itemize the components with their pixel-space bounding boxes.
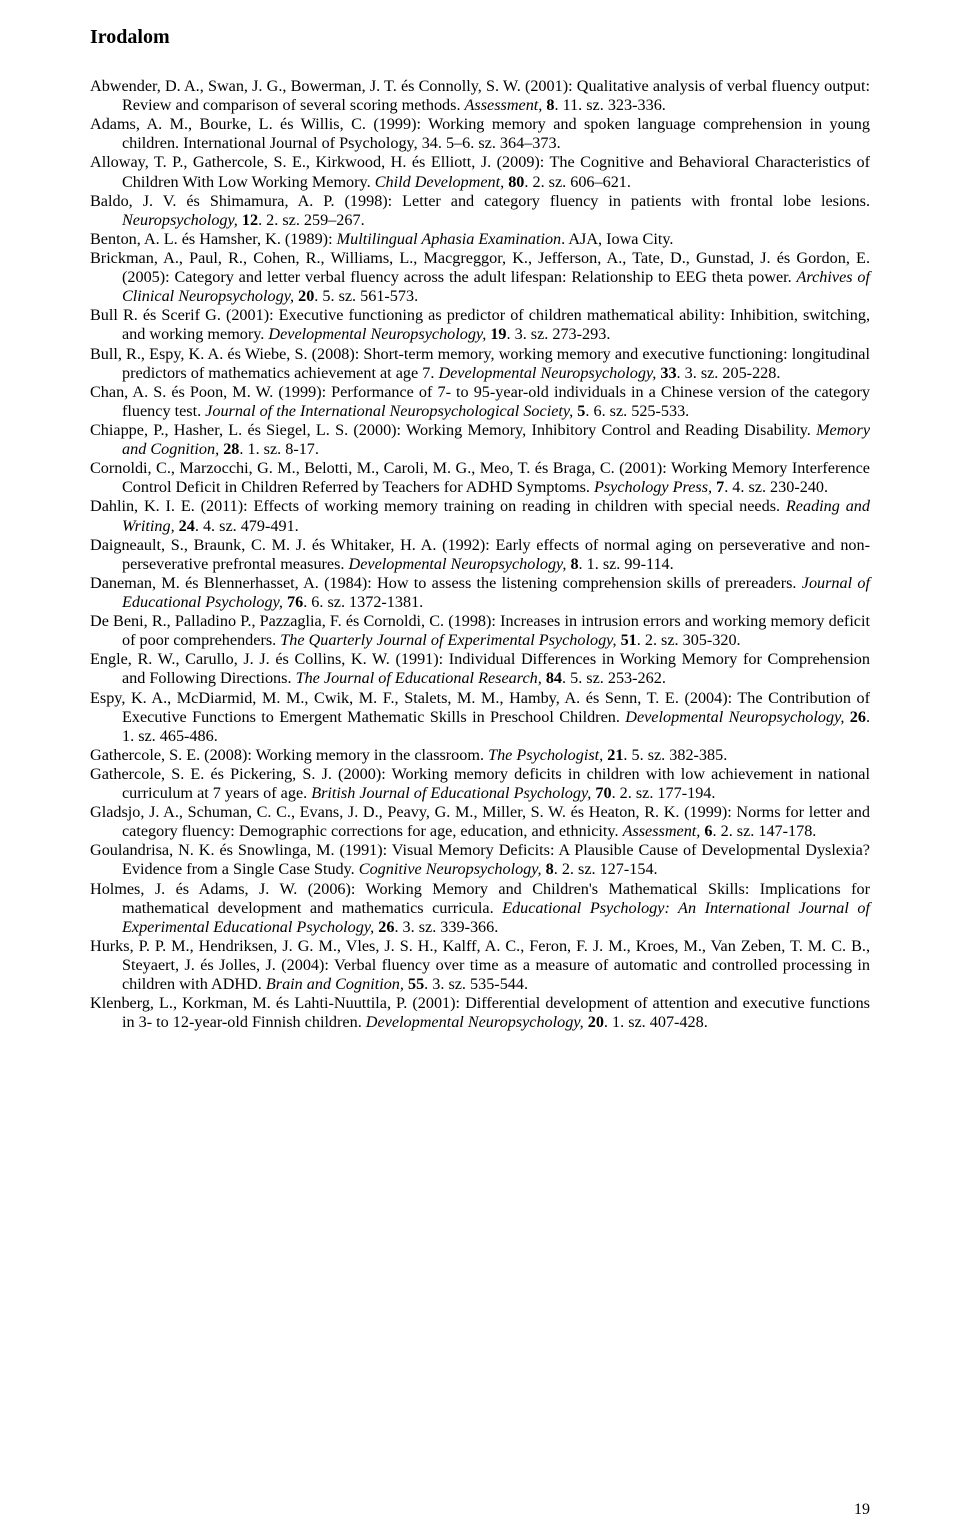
reference-tail: . 4. sz. 479-491. — [195, 517, 299, 535]
reference-item: Klenberg, L., Korkman, M. és Lahti-Nuutt… — [90, 994, 870, 1032]
reference-tail: . 1. sz. 99-114. — [579, 555, 674, 573]
reference-journal: The Psychologist, — [488, 746, 607, 764]
reference-item: De Beni, R., Palladino P., Pazzaglia, F.… — [90, 612, 870, 650]
reference-tail: . 11. sz. 323-336. — [554, 96, 665, 114]
reference-tail: . 6. sz. 525-533. — [585, 402, 689, 420]
reference-item: Cornoldi, C., Marzocchi, G. M., Belotti,… — [90, 459, 870, 497]
reference-volume: 6 — [704, 822, 712, 840]
reference-journal: The Journal of Educational Research, — [296, 669, 546, 687]
reference-text: Baldo, J. V. és Shimamura, A. P. (1998):… — [90, 192, 870, 210]
reference-volume: 19 — [490, 325, 506, 343]
reference-item: Chan, A. S. és Poon, M. W. (1999): Perfo… — [90, 383, 870, 421]
reference-volume: 84 — [546, 669, 562, 687]
reference-item: Gathercole, S. E. és Pickering, S. J. (2… — [90, 765, 870, 803]
reference-item: Gladsjo, J. A., Schuman, C. C., Evans, J… — [90, 803, 870, 841]
reference-journal: Psychology Press, — [594, 478, 716, 496]
reference-journal: Multilingual Aphasia Examination — [337, 230, 562, 248]
reference-volume: 55 — [408, 975, 424, 993]
reference-journal: Developmental Neuropsychology, — [625, 708, 850, 726]
reference-tail: . 5. sz. 382-385. — [623, 746, 727, 764]
reference-item: Benton, A. L. és Hamsher, K. (1989): Mul… — [90, 230, 870, 249]
reference-item: Adams, A. M., Bourke, L. és Willis, C. (… — [90, 115, 870, 153]
reference-journal: Neuropsychology, — [122, 211, 242, 229]
reference-item: Engle, R. W., Carullo, J. J. és Collins,… — [90, 650, 870, 688]
reference-volume: 26 — [850, 708, 866, 726]
page-container: Irodalom Abwender, D. A., Swan, J. G., B… — [0, 0, 960, 1537]
reference-item: Bull, R., Espy, K. A. és Wiebe, S. (2008… — [90, 345, 870, 383]
reference-volume: 21 — [607, 746, 623, 764]
reference-tail: . 2. sz. 305-320. — [637, 631, 741, 649]
reference-journal: Cognitive Neuropsychology, — [359, 860, 546, 878]
reference-item: Abwender, D. A., Swan, J. G., Bowerman, … — [90, 77, 870, 115]
reference-text: Benton, A. L. és Hamsher, K. (1989): — [90, 230, 337, 248]
reference-volume: 33 — [660, 364, 676, 382]
reference-tail: . 1. sz. 407-428. — [604, 1013, 708, 1031]
reference-item: Holmes, J. és Adams, J. W. (2006): Worki… — [90, 880, 870, 937]
reference-item: Brickman, A., Paul, R., Cohen, R., Willi… — [90, 249, 870, 306]
reference-text: Chiappe, P., Hasher, L. és Siegel, L. S.… — [90, 421, 816, 439]
reference-tail: . 4. sz. 230-240. — [724, 478, 828, 496]
reference-item: Alloway, T. P., Gathercole, S. E., Kirkw… — [90, 153, 870, 191]
reference-tail: . AJA, Iowa City. — [561, 230, 673, 248]
reference-volume: 80 — [508, 173, 524, 191]
reference-volume: 8 — [570, 555, 578, 573]
reference-tail: . 2. sz. 606–621. — [524, 173, 631, 191]
reference-volume: 24 — [179, 517, 195, 535]
reference-item: Goulandrisa, N. K. és Snowlinga, M. (199… — [90, 841, 870, 879]
reference-item: Chiappe, P., Hasher, L. és Siegel, L. S.… — [90, 421, 870, 459]
reference-volume: 70 — [595, 784, 611, 802]
reference-tail: . 5. sz. 253-262. — [562, 669, 666, 687]
reference-text: Adams, A. M., Bourke, L. és Willis, C. (… — [90, 115, 870, 152]
reference-tail: . 3. sz. 535-544. — [424, 975, 528, 993]
reference-list: Abwender, D. A., Swan, J. G., Bowerman, … — [90, 77, 870, 1032]
reference-item: Bull R. és Scerif G. (2001): Executive f… — [90, 306, 870, 344]
reference-volume: 7 — [716, 478, 724, 496]
section-title: Irodalom — [90, 26, 870, 49]
reference-journal: Assessment, — [623, 822, 705, 840]
reference-text: Gathercole, S. E. (2008): Working memory… — [90, 746, 488, 764]
reference-volume: 51 — [621, 631, 637, 649]
reference-tail: . 2. sz. 127-154. — [554, 860, 658, 878]
reference-journal: British Journal of Educational Psycholog… — [311, 784, 595, 802]
reference-tail: . 5. sz. 561-573. — [314, 287, 418, 305]
reference-journal: The Quarterly Journal of Experimental Ps… — [280, 631, 620, 649]
reference-tail: . 6. sz. 1372-1381. — [303, 593, 423, 611]
reference-journal: Developmental Neuropsychology, — [349, 555, 571, 573]
reference-journal: Developmental Neuropsychology, — [366, 1013, 588, 1031]
reference-tail: . 3. sz. 205-228. — [677, 364, 781, 382]
reference-volume: 26 — [378, 918, 394, 936]
reference-journal: Developmental Neuropsychology, — [268, 325, 490, 343]
reference-tail: . 3. sz. 273-293. — [507, 325, 611, 343]
reference-journal: Brain and Cognition, — [266, 975, 408, 993]
reference-tail: . 3. sz. 339-366. — [394, 918, 498, 936]
reference-volume: 8 — [546, 860, 554, 878]
reference-journal: Journal of the International Neuropsycho… — [205, 402, 577, 420]
reference-tail: . 2. sz. 147-178. — [713, 822, 817, 840]
reference-journal: Assessment, — [465, 96, 547, 114]
reference-tail: . 2. sz. 259–267. — [258, 211, 365, 229]
reference-text: Brickman, A., Paul, R., Cohen, R., Willi… — [90, 249, 870, 286]
reference-item: Hurks, P. P. M., Hendriksen, J. G. M., V… — [90, 937, 870, 994]
reference-item: Daneman, M. és Blennerhasset, A. (1984):… — [90, 574, 870, 612]
reference-journal: Child Development, — [375, 173, 509, 191]
reference-tail: . 2. sz. 177-194. — [612, 784, 716, 802]
reference-item: Dahlin, K. I. E. (2011): Effects of work… — [90, 497, 870, 535]
reference-item: Gathercole, S. E. (2008): Working memory… — [90, 746, 870, 765]
reference-volume: 28 — [223, 440, 239, 458]
reference-volume: 76 — [287, 593, 303, 611]
reference-journal: Developmental Neuropsychology, — [438, 364, 660, 382]
reference-volume: 12 — [242, 211, 258, 229]
reference-item: Baldo, J. V. és Shimamura, A. P. (1998):… — [90, 192, 870, 230]
reference-item: Daigneault, S., Braunk, C. M. J. és Whit… — [90, 536, 870, 574]
reference-text: Dahlin, K. I. E. (2011): Effects of work… — [90, 497, 786, 515]
reference-text: Daneman, M. és Blennerhasset, A. (1984):… — [90, 574, 802, 592]
reference-tail: . 1. sz. 8-17. — [239, 440, 319, 458]
reference-volume: 20 — [298, 287, 314, 305]
reference-volume: 20 — [588, 1013, 604, 1031]
reference-item: Espy, K. A., McDiarmid, M. M., Cwik, M. … — [90, 689, 870, 746]
page-number: 19 — [854, 1501, 870, 1519]
